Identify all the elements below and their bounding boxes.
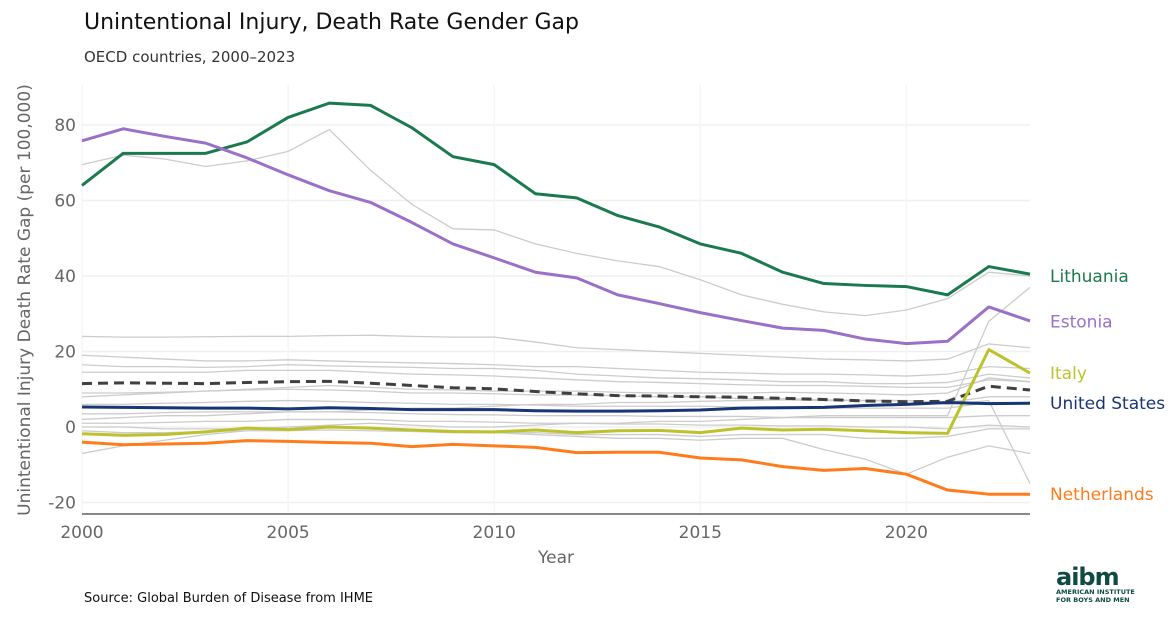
x-tick-label: 2000 xyxy=(60,523,103,543)
y-axis-title: Unintentional Injury Death Rate Gap (per… xyxy=(15,84,35,516)
y-tick-label: 60 xyxy=(54,192,76,212)
united-states-label: United States xyxy=(1050,394,1165,414)
other-country-line xyxy=(81,429,1031,475)
x-tick-label: 2010 xyxy=(473,523,516,543)
logo-line2: FOR BOYS AND MEN xyxy=(1056,596,1130,604)
logo-wordmark: aibm xyxy=(1056,563,1120,591)
other-country-line xyxy=(82,399,1030,409)
y-tick-label: -20 xyxy=(48,494,76,514)
estonia-label: Estonia xyxy=(1050,312,1113,332)
other-country-line xyxy=(82,369,1031,389)
y-tick-label: 40 xyxy=(54,267,76,287)
x-axis-title: Year xyxy=(537,548,574,568)
x-tick-label: 2015 xyxy=(679,523,722,543)
other-country-line xyxy=(82,411,1030,419)
other-country-line xyxy=(81,334,1031,362)
x-tick-label: 2005 xyxy=(266,523,309,543)
other-country-line xyxy=(82,418,1031,430)
source-note: Source: Global Burden of Disease from IH… xyxy=(84,591,374,606)
aibm-logo: aibm AMERICAN INSTITUTE FOR BOYS AND MEN xyxy=(1056,563,1135,604)
chart-title: Unintentional Injury, Death Rate Gender … xyxy=(84,10,579,35)
other-country-line xyxy=(81,128,1031,317)
other-country-line xyxy=(81,364,1031,385)
y-tick-label: 20 xyxy=(54,343,76,363)
italy-label: Italy xyxy=(1050,364,1087,384)
y-tick-label: 0 xyxy=(65,418,76,438)
italy-line xyxy=(81,348,1031,437)
other-country-line xyxy=(81,354,1031,377)
netherlands-line xyxy=(81,439,1030,496)
chart-subtitle: OECD countries, 2000–2023 xyxy=(84,48,296,66)
netherlands-label: Netherlands xyxy=(1050,485,1154,505)
estonia-line xyxy=(81,127,1031,346)
oecd-average-line xyxy=(81,379,1031,404)
united-states-line xyxy=(81,400,1031,413)
logo-line1: AMERICAN INSTITUTE xyxy=(1056,588,1135,596)
x-tick-label: 2020 xyxy=(885,523,928,543)
y-tick-label: 80 xyxy=(54,116,76,136)
lithuania-label: Lithuania xyxy=(1050,267,1129,287)
lithuania-line xyxy=(81,101,1031,297)
